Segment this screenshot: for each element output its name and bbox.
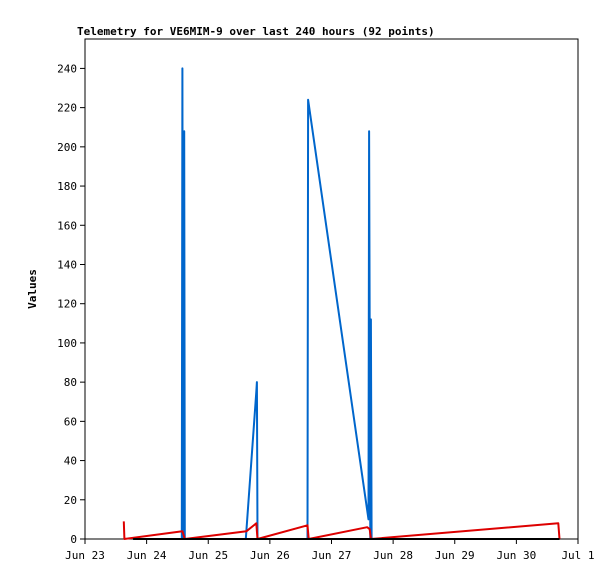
y-tick-label: 240 (57, 62, 77, 75)
x-tick-label: Jun 23 (65, 549, 105, 562)
x-tick-label: Jun 27 (312, 549, 352, 562)
y-tick-label: 80 (64, 376, 77, 389)
y-tick-label: 40 (64, 455, 77, 468)
y-tick-label: 180 (57, 180, 77, 193)
y-tick-label: 160 (57, 219, 77, 232)
plot-area: 0 20 40 60 80 100 120 140 160 180 200 220 240 Jun 23 J… (57, 38, 595, 562)
x-tick-label: Jun 24 (127, 549, 167, 562)
x-tick-label: Jun 28 (373, 549, 413, 562)
chart-title: Telemetry for VE6MIM-9 over last 240 hou… (77, 25, 435, 38)
plot-frame (84, 38, 579, 540)
y-axis-label: Values (26, 269, 39, 309)
y-tick-label: 20 (64, 494, 77, 507)
y-tick-label: 0 (70, 533, 77, 546)
y-tick-label: 60 (64, 415, 77, 428)
x-tick-label: Jun 29 (435, 549, 475, 562)
x-tick-label: Jul 1 (561, 549, 594, 562)
y-tick-label: 140 (57, 258, 77, 271)
x-tick-label: Jun 26 (250, 549, 290, 562)
y-tick-label: 200 (57, 141, 77, 154)
x-tick-label: Jun 30 (497, 549, 537, 562)
y-tick-label: 220 (57, 102, 77, 115)
series-line-2 (122, 521, 561, 540)
x-tick-label: Jun 25 (188, 549, 228, 562)
series-line-1 (133, 67, 560, 540)
y-tick-label: 120 (57, 298, 77, 311)
y-tick-label: 100 (57, 337, 77, 350)
